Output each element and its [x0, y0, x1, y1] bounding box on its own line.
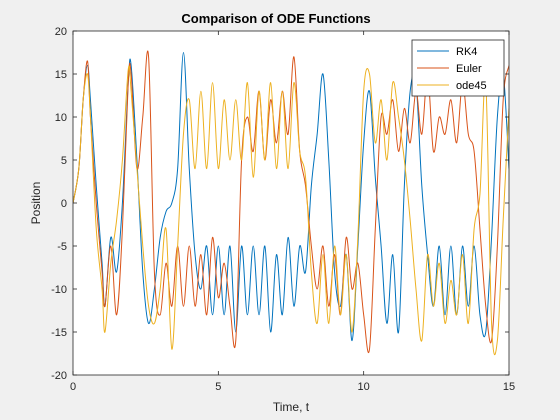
- y-tick-label: 15: [55, 69, 67, 81]
- x-tick-label: 0: [70, 381, 76, 393]
- legend-label-ode45: ode45: [456, 80, 487, 92]
- y-tick-label: -15: [51, 327, 67, 339]
- y-tick-label: 0: [61, 198, 67, 210]
- y-axis-ticks: -20 -15 -10 -5 0 5 10 15 20: [51, 26, 509, 382]
- x-axis-ticks: 0 5 10 15: [70, 31, 515, 393]
- x-axis-label: Time, t: [273, 400, 310, 414]
- y-tick-label: -20: [51, 370, 67, 382]
- y-tick-label: -5: [57, 241, 67, 253]
- x-tick-label: 15: [503, 381, 515, 393]
- legend: RK4 Euler ode45: [411, 39, 505, 97]
- y-tick-label: 5: [61, 155, 67, 167]
- y-axis-label: Position: [29, 182, 43, 225]
- y-tick-label: 10: [55, 112, 67, 124]
- legend-label-euler: Euler: [456, 63, 482, 75]
- series-group: [73, 50, 509, 356]
- y-tick-label: -10: [51, 284, 67, 296]
- x-tick-label: 10: [358, 381, 370, 393]
- legend-label-rk4: RK4: [456, 46, 477, 58]
- y-tick-label: 20: [55, 26, 67, 38]
- chart-title: Comparison of ODE Functions: [181, 11, 370, 26]
- x-tick-label: 5: [215, 381, 221, 393]
- series-line-ode45: [73, 65, 509, 356]
